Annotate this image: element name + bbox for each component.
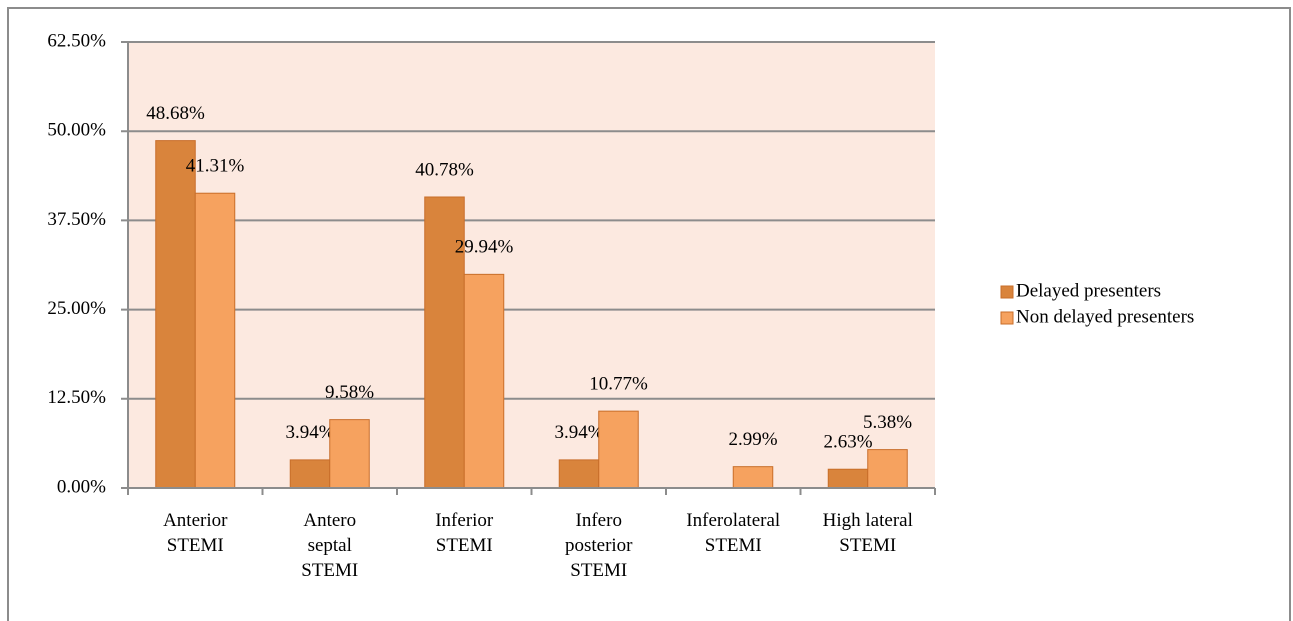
y-tick-label: 25.00% — [47, 298, 106, 319]
value-label: 9.58% — [325, 382, 374, 403]
value-label: 10.77% — [589, 374, 648, 395]
x-tick-label: Inferolateral STEMI — [686, 510, 780, 556]
value-label: 41.31% — [186, 156, 245, 177]
plot-area — [128, 42, 935, 488]
value-label: 5.38% — [863, 412, 912, 433]
value-label: 3.94% — [285, 422, 334, 443]
value-label: 29.94% — [455, 237, 514, 258]
bar — [463, 273, 505, 489]
bar — [424, 196, 465, 489]
value-label: 2.63% — [823, 432, 872, 453]
y-tick-label: 12.50% — [47, 387, 106, 408]
bar — [155, 140, 196, 489]
y-tick-label: 0.00% — [57, 476, 106, 497]
x-tick-label: Infero posterior STEMI — [565, 510, 633, 581]
y-tick-label: 37.50% — [47, 209, 106, 230]
bar — [194, 192, 236, 489]
bar — [867, 449, 908, 489]
value-label: 3.94% — [554, 422, 603, 443]
legend-swatch — [1000, 285, 1014, 299]
bar — [558, 459, 600, 489]
bar — [329, 419, 370, 489]
value-label: 48.68% — [146, 103, 205, 124]
legend-label: Delayed presenters — [1016, 280, 1161, 301]
bar — [732, 466, 774, 489]
bar — [827, 468, 869, 489]
x-tick-label: Inferior STEMI — [435, 510, 494, 556]
legend-swatch — [1000, 311, 1014, 325]
value-label: 40.78% — [415, 159, 474, 180]
x-tick-label: High lateral STEMI — [823, 510, 913, 556]
value-label: 2.99% — [728, 429, 777, 450]
legend-label: Non delayed presenters — [1016, 306, 1194, 327]
y-tick-label: 62.50% — [47, 30, 106, 51]
y-tick-label: 50.00% — [47, 120, 106, 141]
frame — [7, 7, 1291, 621]
bar — [289, 459, 331, 489]
x-tick-label: Antero septal STEMI — [301, 510, 358, 581]
bar — [598, 410, 639, 489]
x-tick-label: Anterior STEMI — [163, 510, 228, 556]
